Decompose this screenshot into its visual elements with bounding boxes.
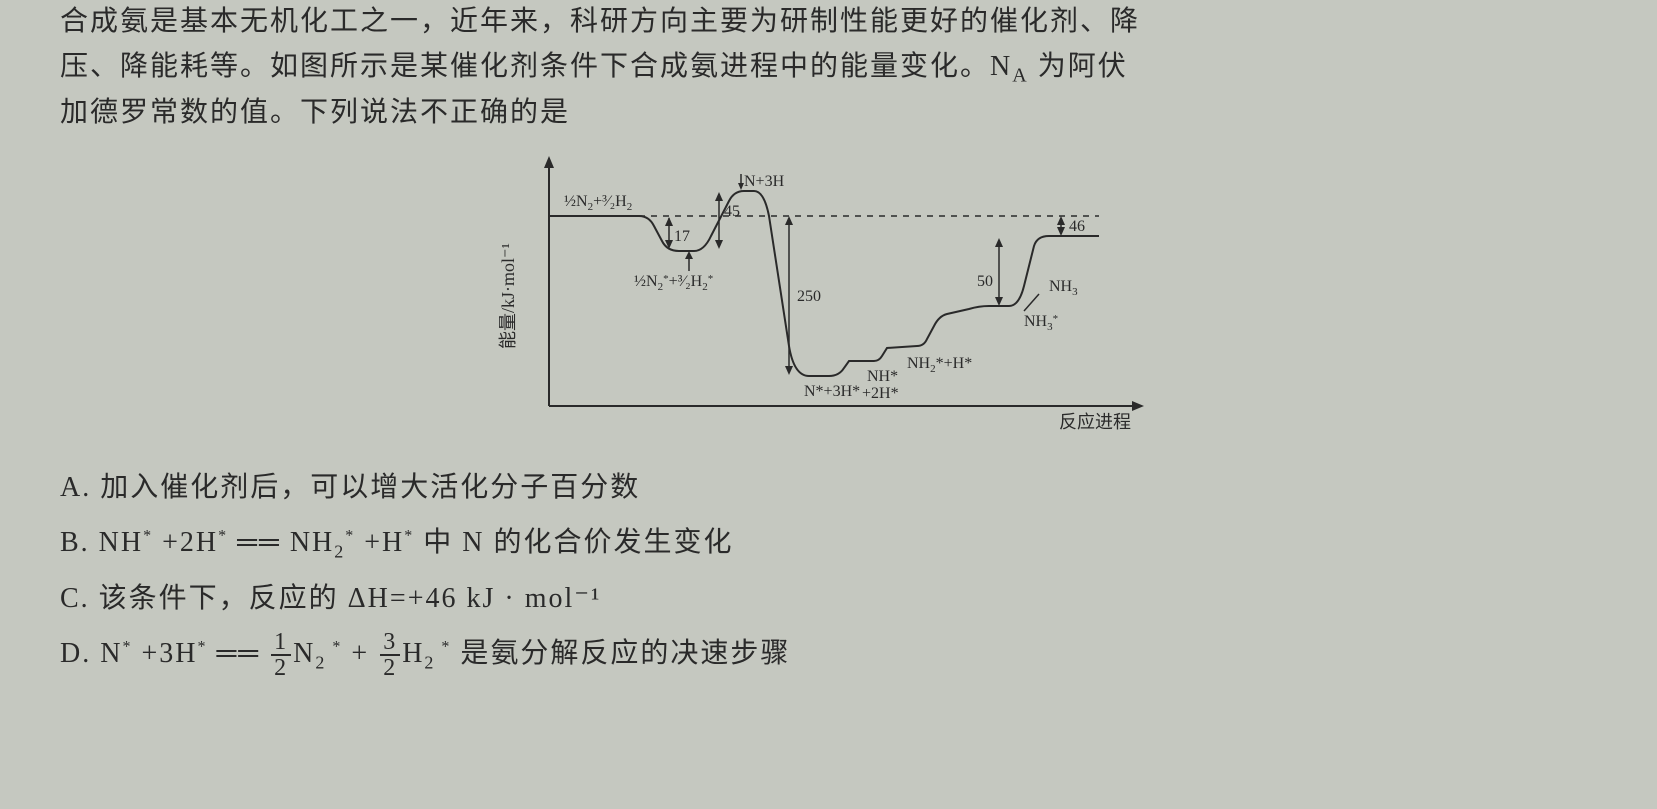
svg-text:½N2+³⁄₂H2: ½N2+³⁄₂H2 (564, 193, 632, 213)
svg-text:46: 46 (1069, 218, 1085, 235)
question-stem: 合成氨是基本无机化工之一，近年来，科研方向主要为研制性能更好的催化剂、降 压、降… (60, 0, 1597, 136)
svg-text:+2H*: +2H* (862, 385, 899, 402)
options-list: A. 加入催化剂后，可以增大活化分子百分数 B. NH* +2H* ══ NH2… (60, 461, 1597, 680)
svg-text:N+3H: N+3H (744, 173, 785, 190)
fraction-half: 12 (271, 630, 291, 680)
svg-text:NH3*: NH3* (1024, 313, 1058, 333)
svg-text:45: 45 (724, 203, 740, 220)
svg-text:反应进程: 反应进程 (1059, 412, 1131, 432)
svg-text:17: 17 (674, 228, 690, 245)
stem-line3: 加德罗常数的值。下列说法不正确的是 (60, 97, 570, 128)
svg-text:N*+3H*: N*+3H* (804, 383, 860, 400)
option-a-text: A. 加入催化剂后，可以增大活化分子百分数 (60, 472, 640, 503)
diagram-container: 能量/kJ·mol⁻¹ 反应进程 ½N2+³⁄₂H2 N+3H 17 (60, 146, 1597, 446)
svg-text:½N2*+³⁄₂H2*: ½N2*+³⁄₂H2* (634, 273, 713, 293)
option-a: A. 加入催化剂后，可以增大活化分子百分数 (60, 461, 1597, 514)
stem-line2b: 为阿伏 (1029, 51, 1128, 82)
svg-text:NH3: NH3 (1049, 278, 1078, 298)
option-c-text: C. 该条件下，反应的 ΔH=+46 kJ · mol⁻¹ (60, 583, 601, 614)
option-c: C. 该条件下，反应的 ΔH=+46 kJ · mol⁻¹ (60, 572, 1597, 625)
fraction-three-halves: 32 (380, 630, 400, 680)
stem-line1: 合成氨是基本无机化工之一，近年来，科研方向主要为研制性能更好的催化剂、降 (60, 6, 1140, 37)
option-d: D. N* +3H* ══ 12N2 * + 32H2 * 是氨分解反应的决速步… (60, 627, 1597, 681)
question-block: 合成氨是基本无机化工之一，近年来，科研方向主要为研制性能更好的催化剂、降 压、降… (0, 0, 1657, 680)
svg-text:能量/kJ·mol⁻¹: 能量/kJ·mol⁻¹ (498, 243, 518, 349)
svg-text:50: 50 (977, 273, 993, 290)
stem-line2a: 压、降能耗等。如图所示是某催化剂条件下合成氨进程中的能量变化。N (60, 51, 1012, 82)
stem-na-sub: A (1012, 64, 1028, 86)
svg-text:250: 250 (797, 288, 821, 305)
svg-text:NH2*+H*: NH2*+H* (907, 355, 972, 375)
svg-text:NH*: NH* (867, 368, 898, 385)
energy-diagram: 能量/kJ·mol⁻¹ 反应进程 ½N2+³⁄₂H2 N+3H 17 (479, 146, 1179, 446)
option-b: B. NH* +2H* ══ NH2* +H* 中 N 的化合价发生变化 (60, 516, 1597, 569)
energy-diagram-svg: 能量/kJ·mol⁻¹ 反应进程 ½N2+³⁄₂H2 N+3H 17 (479, 146, 1179, 446)
